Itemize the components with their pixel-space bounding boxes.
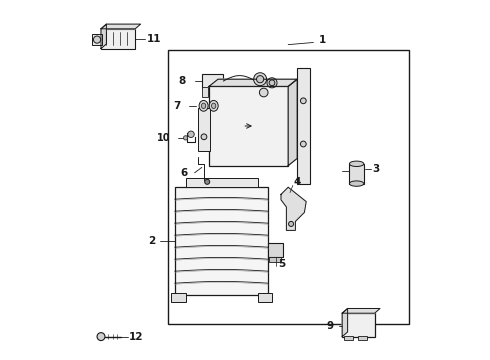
Circle shape [267, 78, 277, 88]
Polygon shape [175, 187, 269, 295]
Bar [269, 243, 283, 257]
Text: 6: 6 [180, 168, 188, 178]
Text: 2: 2 [148, 236, 155, 246]
Ellipse shape [349, 161, 364, 166]
Circle shape [94, 36, 100, 43]
Text: 10: 10 [157, 133, 171, 143]
Bar [349, 164, 364, 184]
Text: 7: 7 [173, 101, 180, 111]
Ellipse shape [209, 100, 218, 111]
Circle shape [254, 73, 267, 86]
Circle shape [300, 141, 306, 147]
Circle shape [257, 76, 264, 83]
Bar [270, 257, 281, 262]
Bar [209, 86, 288, 166]
Bar [168, 50, 409, 324]
Bar [342, 313, 374, 337]
Text: 11: 11 [147, 33, 161, 44]
Bar [209, 87, 216, 97]
Ellipse shape [199, 100, 208, 111]
Text: 9: 9 [327, 321, 334, 331]
Text: 8: 8 [178, 76, 186, 86]
Ellipse shape [349, 181, 364, 186]
Bar [358, 336, 368, 340]
Circle shape [269, 80, 275, 86]
Text: 3: 3 [373, 164, 380, 174]
Circle shape [300, 98, 306, 104]
Bar [202, 87, 208, 97]
Circle shape [259, 88, 268, 97]
Bar [216, 87, 222, 97]
Polygon shape [342, 309, 380, 313]
Text: 5: 5 [278, 259, 286, 269]
Text: 4: 4 [294, 177, 301, 187]
Polygon shape [101, 24, 106, 49]
Circle shape [201, 134, 207, 140]
Text: 12: 12 [129, 332, 144, 342]
Bar [171, 293, 186, 302]
Polygon shape [209, 79, 297, 86]
Ellipse shape [212, 103, 216, 109]
Polygon shape [342, 309, 347, 337]
Ellipse shape [201, 103, 206, 109]
Bar [92, 34, 102, 45]
Bar [297, 68, 310, 184]
Bar [202, 74, 223, 88]
Circle shape [188, 131, 194, 138]
Circle shape [97, 333, 105, 341]
Circle shape [289, 221, 294, 226]
Polygon shape [101, 24, 141, 29]
Circle shape [183, 136, 188, 140]
Bar [175, 187, 269, 295]
Bar [198, 108, 210, 151]
Bar [186, 178, 258, 187]
Text: 1: 1 [319, 35, 326, 45]
Polygon shape [281, 187, 306, 230]
Circle shape [205, 179, 210, 184]
Bar [101, 29, 135, 49]
Bar [258, 293, 272, 302]
Bar [344, 336, 353, 340]
Polygon shape [288, 79, 297, 166]
